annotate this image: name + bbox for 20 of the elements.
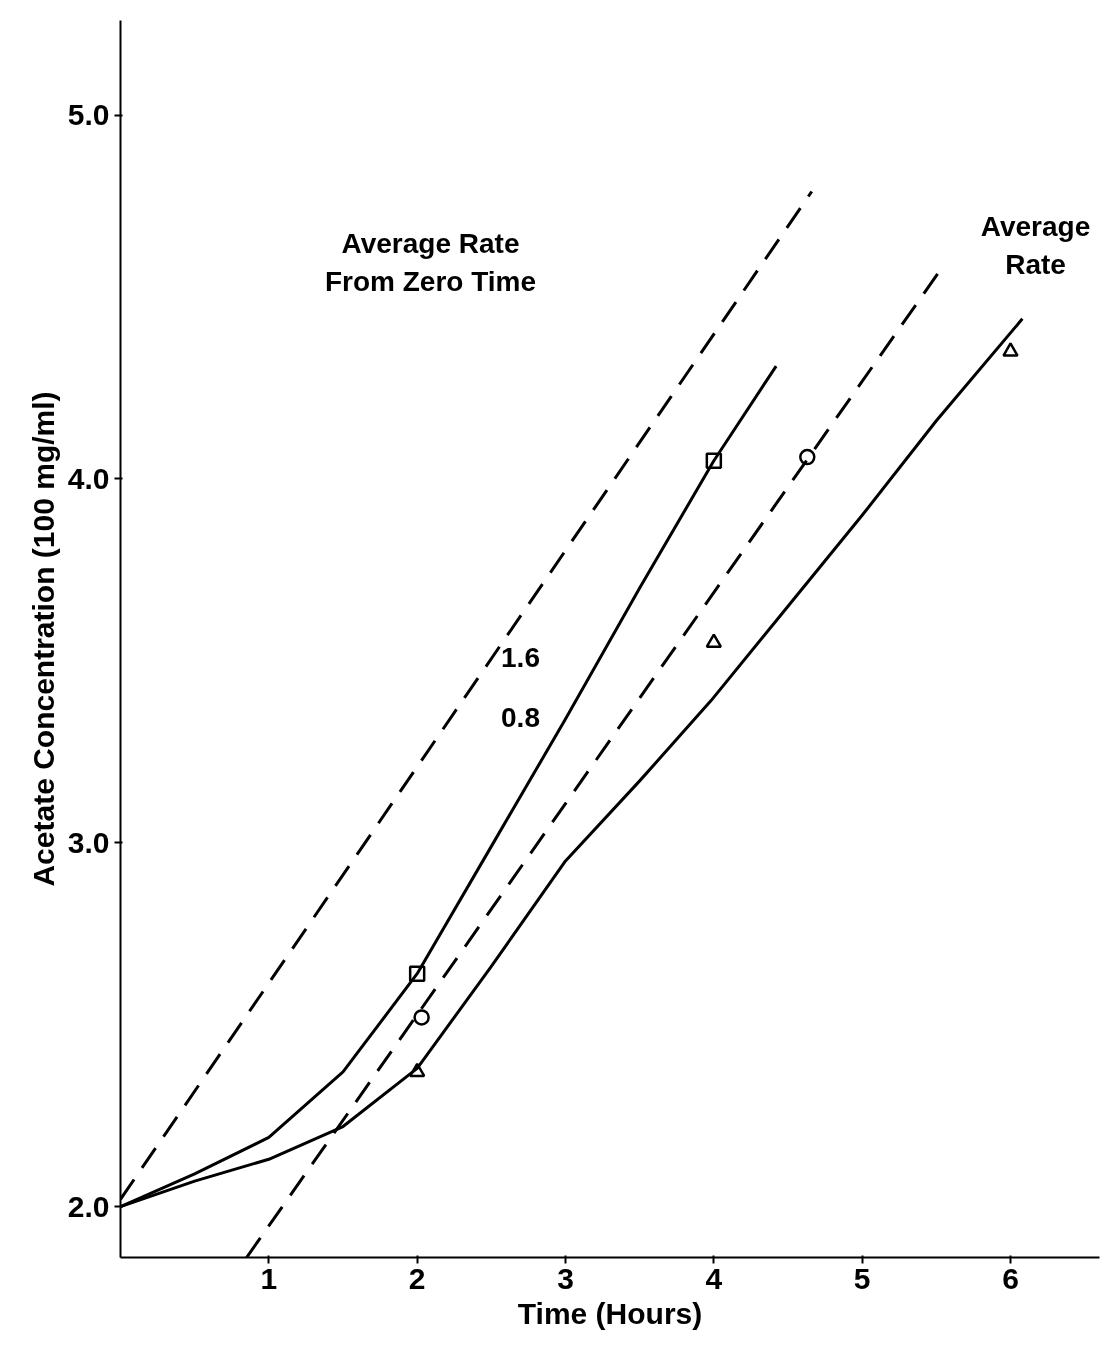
annotation: 1.6 — [501, 642, 540, 673]
y-tick-label: 2.0 — [67, 1189, 110, 1223]
x-tick-label: 4 — [705, 1261, 723, 1295]
annotation: Average Rate From Zero Time — [324, 228, 537, 297]
point — [1002, 342, 1019, 357]
point — [705, 633, 723, 648]
point — [799, 448, 816, 466]
x-tick-label: 2 — [408, 1261, 426, 1295]
y-tick-label: 5.0 — [67, 98, 110, 132]
annotation: Average Rate — [980, 211, 1091, 280]
y-tick-label: 4.0 — [67, 461, 110, 495]
y-tick-label: 3.0 — [67, 825, 110, 859]
x-tick-label: 3 — [557, 1261, 574, 1295]
x-tick-label: 6 — [1002, 1261, 1019, 1295]
x-tick-label: 5 — [853, 1261, 871, 1295]
x-tick-label: 1 — [260, 1261, 278, 1295]
y-axis-title: Acetate Concentration (100 mg/ml) — [26, 391, 60, 887]
point — [413, 1009, 430, 1026]
annotation: 0.8 — [501, 702, 540, 733]
x-axis-title: Time (Hours) — [517, 1296, 703, 1330]
